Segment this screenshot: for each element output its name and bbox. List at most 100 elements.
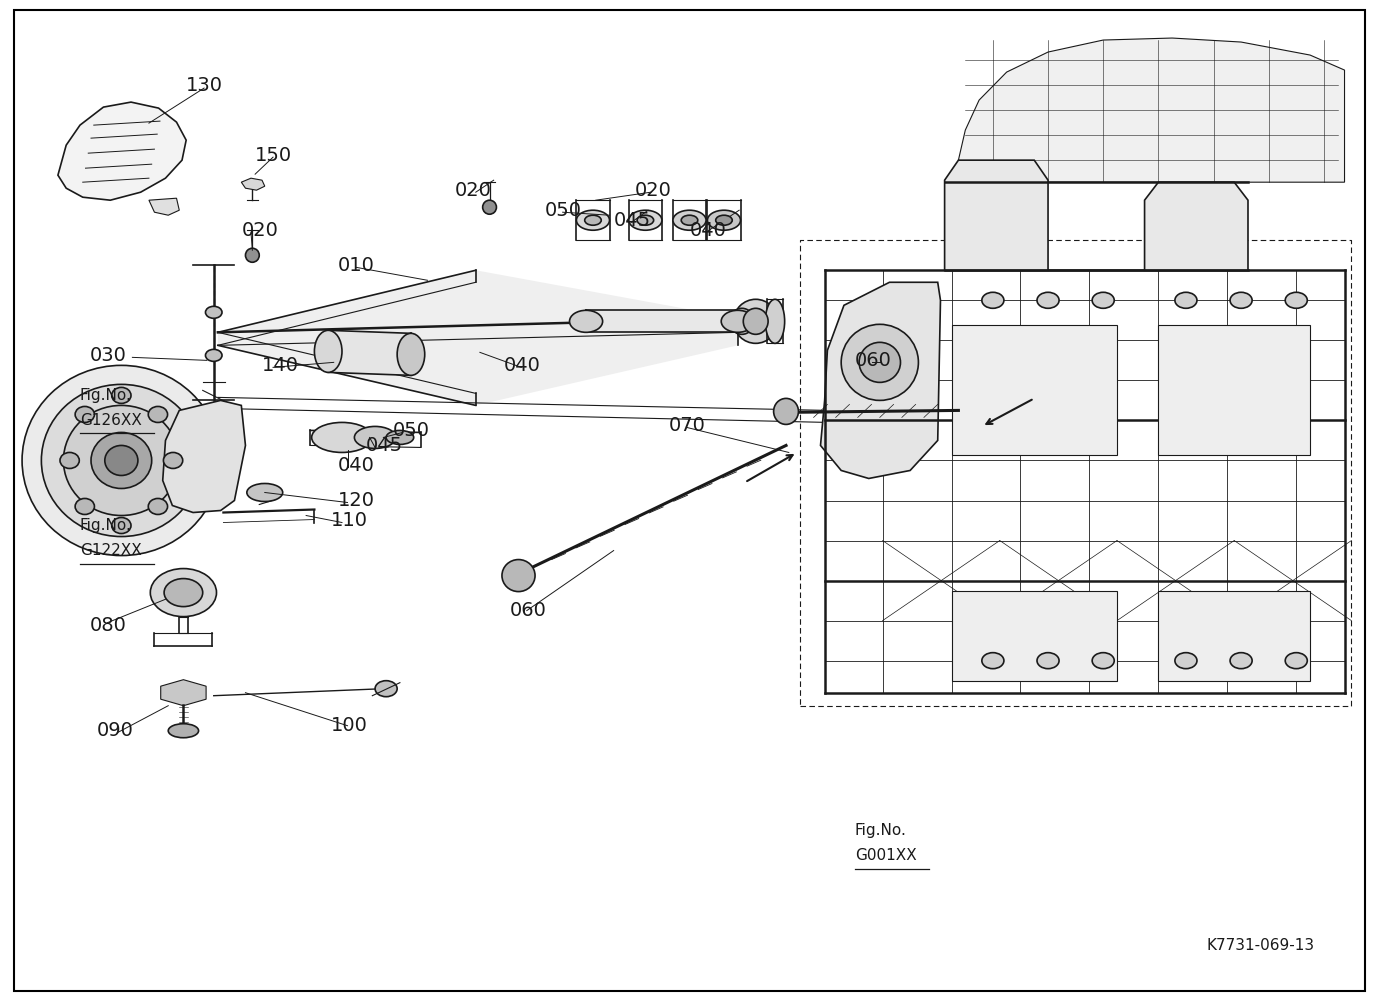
- Ellipse shape: [729, 308, 754, 334]
- Text: 040: 040: [690, 221, 727, 239]
- Ellipse shape: [982, 292, 1004, 308]
- Ellipse shape: [205, 306, 222, 318]
- Text: 040: 040: [338, 456, 375, 474]
- Polygon shape: [241, 178, 265, 190]
- Ellipse shape: [1175, 292, 1197, 308]
- Ellipse shape: [681, 215, 698, 225]
- Text: 020: 020: [241, 221, 279, 239]
- Ellipse shape: [859, 342, 900, 382]
- Ellipse shape: [112, 518, 131, 534]
- Ellipse shape: [1285, 292, 1307, 308]
- Ellipse shape: [312, 422, 372, 452]
- Bar: [952, 591, 1117, 681]
- Polygon shape: [58, 102, 186, 200]
- Polygon shape: [163, 400, 245, 513]
- Ellipse shape: [397, 333, 425, 375]
- Text: Fig.No.: Fig.No.: [80, 388, 132, 402]
- Ellipse shape: [774, 398, 798, 424]
- Ellipse shape: [585, 215, 601, 225]
- Ellipse shape: [314, 330, 342, 372]
- Ellipse shape: [386, 430, 414, 444]
- Polygon shape: [328, 330, 411, 375]
- Ellipse shape: [375, 681, 397, 697]
- Text: 070: 070: [669, 416, 706, 434]
- Text: 150: 150: [255, 146, 292, 164]
- Polygon shape: [161, 680, 205, 706]
- Polygon shape: [149, 198, 179, 215]
- Text: 130: 130: [186, 76, 223, 94]
- Polygon shape: [958, 38, 1345, 182]
- Text: 090: 090: [97, 722, 134, 740]
- Ellipse shape: [245, 248, 259, 262]
- Text: 120: 120: [338, 491, 375, 510]
- Text: 110: 110: [331, 512, 368, 530]
- Ellipse shape: [1092, 653, 1114, 669]
- Text: 010: 010: [338, 256, 375, 274]
- Ellipse shape: [168, 724, 199, 738]
- Text: 045: 045: [365, 436, 403, 454]
- Ellipse shape: [1285, 653, 1307, 669]
- Text: Fig.No.: Fig.No.: [80, 519, 132, 533]
- Ellipse shape: [41, 384, 201, 537]
- Ellipse shape: [74, 406, 94, 422]
- Ellipse shape: [570, 310, 603, 332]
- Ellipse shape: [205, 349, 222, 361]
- Polygon shape: [1145, 182, 1248, 270]
- Text: 045: 045: [614, 211, 651, 229]
- Ellipse shape: [149, 498, 168, 515]
- Text: 060: 060: [510, 602, 547, 620]
- Text: 020: 020: [634, 181, 672, 199]
- Polygon shape: [821, 282, 940, 478]
- Bar: [952, 325, 1117, 455]
- Ellipse shape: [743, 308, 768, 334]
- Ellipse shape: [91, 432, 152, 488]
- Text: 030: 030: [90, 346, 127, 364]
- Ellipse shape: [163, 452, 182, 468]
- Text: 060: 060: [855, 351, 892, 369]
- Ellipse shape: [1230, 653, 1252, 669]
- Ellipse shape: [502, 560, 535, 592]
- Ellipse shape: [637, 215, 654, 225]
- Ellipse shape: [1037, 653, 1059, 669]
- Ellipse shape: [734, 299, 778, 343]
- Text: G001XX: G001XX: [855, 849, 917, 863]
- Polygon shape: [218, 270, 738, 405]
- Text: 140: 140: [262, 356, 299, 374]
- Ellipse shape: [354, 426, 396, 448]
- Ellipse shape: [982, 653, 1004, 669]
- Bar: [1158, 591, 1310, 681]
- Ellipse shape: [1175, 653, 1197, 669]
- Text: 100: 100: [331, 717, 368, 735]
- Text: K7731-069-13: K7731-069-13: [1207, 939, 1314, 953]
- Ellipse shape: [483, 200, 496, 214]
- Polygon shape: [586, 310, 738, 332]
- Ellipse shape: [59, 452, 79, 468]
- Ellipse shape: [765, 299, 785, 343]
- Text: G122XX: G122XX: [80, 544, 142, 558]
- Ellipse shape: [629, 210, 662, 230]
- Ellipse shape: [707, 210, 741, 230]
- Ellipse shape: [105, 445, 138, 475]
- Ellipse shape: [716, 215, 732, 225]
- Ellipse shape: [1092, 292, 1114, 308]
- Ellipse shape: [721, 310, 754, 332]
- Bar: [1158, 325, 1310, 455]
- Ellipse shape: [150, 569, 217, 617]
- Ellipse shape: [63, 405, 179, 516]
- Text: 050: 050: [545, 201, 582, 219]
- Ellipse shape: [22, 365, 221, 556]
- Text: G126XX: G126XX: [80, 413, 142, 427]
- Text: 050: 050: [393, 421, 430, 439]
- Ellipse shape: [1230, 292, 1252, 308]
- Ellipse shape: [247, 483, 283, 502]
- Ellipse shape: [673, 210, 706, 230]
- Ellipse shape: [74, 498, 94, 515]
- Text: Fig.No.: Fig.No.: [855, 824, 907, 838]
- Ellipse shape: [841, 324, 918, 400]
- Ellipse shape: [112, 387, 131, 403]
- Ellipse shape: [149, 406, 168, 422]
- Ellipse shape: [576, 210, 610, 230]
- Text: 080: 080: [90, 617, 127, 635]
- Ellipse shape: [164, 579, 203, 607]
- Text: 040: 040: [503, 356, 541, 374]
